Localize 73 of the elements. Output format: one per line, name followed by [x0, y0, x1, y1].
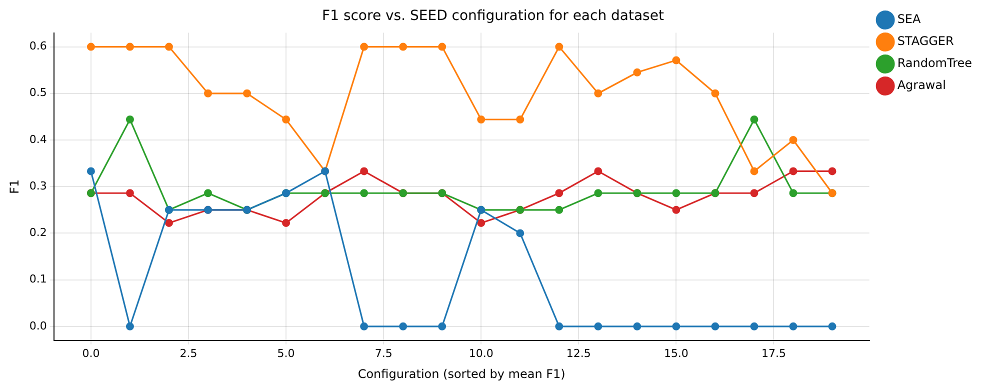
- point: [282, 218, 290, 227]
- point: [633, 322, 642, 330]
- point: [360, 189, 368, 198]
- point: [594, 189, 602, 198]
- point: [828, 322, 836, 330]
- point: [399, 42, 408, 51]
- x-tick-label: 12.5: [566, 346, 591, 360]
- point: [711, 89, 720, 98]
- point: [126, 42, 134, 51]
- point: [750, 167, 758, 176]
- legend-label: RandomTree: [897, 56, 972, 70]
- legend-label: SEA: [897, 12, 922, 26]
- point: [594, 322, 602, 330]
- point: [594, 89, 602, 98]
- point: [711, 322, 720, 330]
- point: [164, 218, 173, 227]
- y-tick-label: 0.5: [29, 86, 47, 100]
- y-axis-title: F1: [7, 179, 22, 194]
- point: [86, 42, 95, 51]
- legend-label: STAGGER: [897, 34, 954, 48]
- point: [555, 206, 564, 214]
- y-tick-label: 0.1: [29, 272, 47, 286]
- point: [360, 167, 368, 176]
- x-axis-title: Configuration (sorted by mean F1): [358, 366, 566, 381]
- point: [360, 322, 368, 330]
- point: [789, 322, 798, 330]
- point: [750, 189, 758, 198]
- point: [828, 167, 836, 176]
- y-tick-label: 0.4: [29, 132, 47, 146]
- point: [750, 115, 758, 124]
- point: [360, 42, 368, 51]
- y-tick-label: 0.2: [29, 226, 47, 240]
- point: [282, 115, 290, 124]
- point: [243, 89, 252, 98]
- point: [126, 115, 134, 124]
- point: [672, 322, 680, 330]
- x-tick-label: 0.0: [82, 346, 100, 360]
- point: [204, 189, 212, 198]
- x-tick-label: 17.5: [761, 346, 786, 360]
- point: [438, 322, 446, 330]
- point: [555, 189, 564, 198]
- point: [594, 167, 602, 176]
- x-tick-label: 10.0: [468, 346, 494, 360]
- point: [555, 322, 564, 330]
- point: [86, 167, 95, 176]
- y-tick-label: 0.6: [29, 40, 47, 53]
- legend-label: Agrawal: [897, 78, 946, 92]
- point: [399, 322, 408, 330]
- x-tick-label: 15.0: [664, 346, 688, 360]
- x-tick-label: 5.0: [277, 346, 295, 360]
- point: [789, 136, 798, 144]
- point: [516, 229, 524, 238]
- chart-title: F1 score vs. SEED configuration for each dataset: [322, 8, 664, 24]
- point: [164, 42, 173, 51]
- point: [126, 322, 134, 330]
- point: [477, 115, 486, 124]
- point: [126, 189, 134, 198]
- y-tick-label: 0.3: [29, 179, 47, 192]
- point: [789, 167, 798, 176]
- point: [789, 189, 798, 198]
- point: [672, 56, 680, 64]
- point: [555, 42, 564, 51]
- point: [672, 206, 680, 214]
- y-tick-label: 0.0: [29, 319, 47, 332]
- x-tick-label: 7.5: [374, 346, 392, 360]
- point: [438, 42, 446, 51]
- point: [516, 115, 524, 124]
- x-tick-label: 2.5: [180, 346, 198, 360]
- point: [672, 189, 680, 198]
- point: [204, 89, 212, 98]
- point: [477, 218, 486, 227]
- point: [750, 322, 758, 330]
- point: [633, 68, 642, 76]
